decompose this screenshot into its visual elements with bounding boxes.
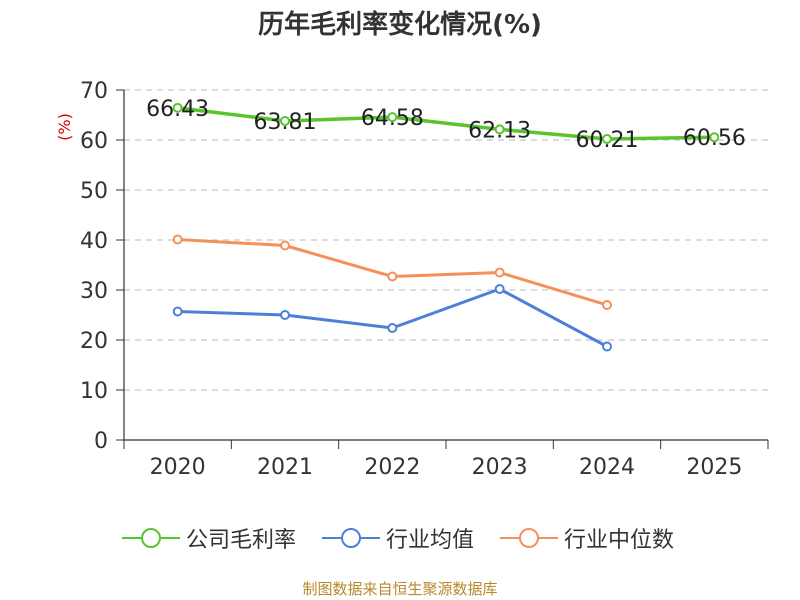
x-tick-label-2024: 2024 [579,455,635,480]
data-point-s2-2023 [494,267,505,278]
series-line-0 [177,106,715,141]
data-label-2021: 63.81 [254,110,317,135]
legend-label-average: 行业均值 [386,528,475,553]
legend: 公司毛利率 行业均值 行业中位数 [0,518,800,558]
data-point-s1-2023 [494,284,505,294]
data-point-s2-2021 [280,240,290,251]
x-tick-label-2022: 2022 [364,455,420,480]
y-tick-label-0: 0 [94,429,108,454]
legend-label-median: 行业中位数 [564,528,675,553]
x-tick-label-2025: 2025 [686,455,742,480]
data-point-s2-2020 [172,234,183,245]
y-tick-label-40: 40 [80,229,108,254]
y-axis-label: (%) [55,113,74,141]
y-tick-label-10: 10 [80,379,108,404]
data-point-s1-2024 [602,341,612,352]
data-point-s1-2021 [280,310,290,320]
series-line-1 [177,287,608,348]
legend-marker-company [122,528,180,548]
y-tick-label-50: 50 [80,179,108,204]
legend-label-company: 公司毛利率 [186,528,297,553]
source-note: 制图数据来自恒生聚源数据库 [302,580,498,598]
y-tick-label-30: 30 [80,279,108,304]
data-point-s0-2023 [494,124,505,135]
data-point-s1-2022 [387,323,398,333]
chart-title: 历年毛利率变化情况(%) [258,10,542,40]
legend-marker-median [500,528,558,548]
data-point-s2-2022 [387,271,398,282]
legend-marker-average [322,528,380,548]
data-point-s0-2021 [280,115,290,126]
x-tick-label-2023: 2023 [472,455,528,480]
legend-item-company-margin[interactable]: 公司毛利率 [122,518,296,558]
data-label-2020: 66.43 [146,97,209,122]
legend-item-industry-median[interactable]: 行业中位数 [500,518,674,558]
y-tick-label-20: 20 [80,329,108,354]
x-tick-label-2021: 2021 [257,455,313,480]
data-point-s0-2024 [602,133,612,144]
data-point-s2-2024 [602,300,612,310]
data-point-s1-2020 [172,306,183,317]
data-label-2024: 60.21 [576,128,639,153]
data-point-s0-2025 [709,132,720,143]
x-tick-label-2020: 2020 [150,455,206,480]
data-point-s0-2020 [172,102,183,113]
data-label-2023: 62.13 [468,118,531,143]
y-tick-label-60: 60 [80,129,108,154]
data-label-2025: 60.56 [683,126,746,151]
data-label-2022: 64.58 [361,106,424,131]
y-tick-label-70: 70 [80,79,108,104]
legend-item-industry-average[interactable]: 行业均值 [322,518,474,558]
data-point-s0-2022 [387,112,398,123]
